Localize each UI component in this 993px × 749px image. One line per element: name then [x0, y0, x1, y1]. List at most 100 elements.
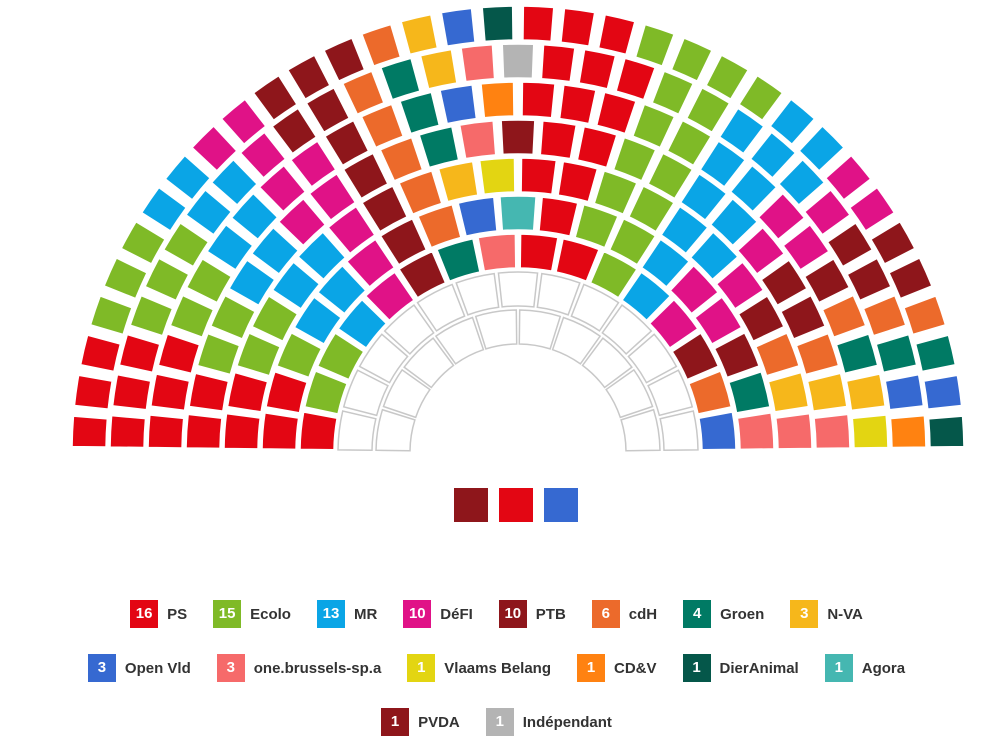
legend-seat-count: 1 — [824, 654, 853, 682]
legend-item: 1 Agora — [824, 654, 906, 682]
seat-mr — [689, 231, 739, 281]
seat-d-fi — [824, 154, 872, 201]
seat-mr — [293, 296, 343, 346]
seat-ecolo — [275, 331, 323, 379]
legend-party-name: MR — [353, 605, 378, 623]
seat-ecolo — [209, 294, 257, 340]
seat-ecolo — [738, 74, 784, 122]
legend-seat-count: 10 — [403, 600, 432, 628]
seat-empty — [337, 410, 377, 452]
seat-mr — [709, 197, 759, 247]
seat-mr — [718, 107, 765, 155]
seat-d-fi — [289, 140, 337, 188]
seat-pvda — [500, 119, 536, 156]
legend-party-name: DéFI — [440, 605, 473, 623]
seat-ptb — [846, 257, 892, 302]
legend-party-name: Agora — [861, 659, 906, 677]
legend-item: 6 cdH — [591, 600, 657, 628]
seat-ps — [118, 333, 161, 374]
legend-seat-count: 1 — [485, 708, 514, 736]
seat-dieranimal — [927, 415, 965, 448]
seat-n-va — [806, 372, 848, 412]
legend-seat-count: 15 — [213, 600, 242, 628]
seat-ptb — [887, 257, 933, 300]
seat-d-fi — [848, 186, 896, 232]
seat-ps — [522, 5, 555, 43]
seat-ptb — [779, 294, 827, 340]
seat-empty — [342, 369, 389, 417]
legend-seat-count: 1 — [381, 708, 410, 736]
seat-cd-v — [889, 414, 927, 449]
legend-party-name: PS — [167, 605, 188, 623]
seat-one-brussels-sp-a — [813, 413, 851, 450]
seat-cd-v — [480, 81, 515, 119]
legend-item: 1 DierAnimal — [682, 654, 799, 682]
seat-open-vld — [440, 7, 476, 48]
seat-ecolo — [705, 54, 750, 101]
seat-empty — [620, 408, 661, 452]
seat-empty — [581, 337, 633, 389]
seat-empty — [518, 309, 562, 350]
seat-one-brussels-sp-a — [477, 233, 517, 272]
seat-ps — [299, 411, 338, 451]
seat-groen — [727, 370, 771, 414]
seat-ptb — [252, 74, 298, 122]
seat-ecolo — [235, 332, 282, 377]
seat-ecolo — [612, 136, 657, 182]
seat-ps — [595, 91, 637, 135]
seat-ecolo — [144, 257, 190, 302]
legend-item: 15 Ecolo — [213, 600, 291, 628]
seat-ptb — [671, 332, 720, 381]
seat-ecolo — [685, 86, 731, 134]
seat-ps — [261, 412, 300, 451]
seat-empty — [647, 369, 694, 417]
seat-agora — [499, 195, 537, 232]
seat-one-brussels-sp-a — [774, 412, 813, 450]
seat-ind-pendant — [501, 43, 535, 80]
seat-empty — [659, 410, 699, 452]
seat-d-fi — [669, 264, 720, 315]
seat-d-fi — [345, 238, 396, 288]
seat-ecolo — [627, 185, 676, 233]
seat-ecolo — [196, 332, 241, 376]
seat-mr — [660, 205, 709, 255]
seat-cdh — [862, 294, 907, 337]
seat-mr — [640, 238, 691, 288]
seat-ps — [520, 157, 558, 196]
seat-ecolo — [316, 332, 365, 381]
seat-d-fi — [648, 298, 699, 349]
seat-cdh — [795, 332, 840, 376]
seat-empty — [605, 368, 654, 419]
seat-groen — [379, 57, 421, 101]
seat-mr — [769, 98, 816, 146]
seat-d-fi — [364, 271, 415, 322]
seat-ps — [223, 412, 262, 450]
seat-ps — [555, 237, 600, 283]
seat-ps — [73, 374, 114, 410]
seat-ecolo — [670, 37, 713, 83]
seat-open-vld — [457, 196, 498, 238]
seat-mr — [337, 298, 388, 349]
seat-empty — [358, 333, 409, 384]
seat-ps — [111, 373, 152, 411]
seat-ps — [597, 13, 636, 56]
legend-seat-count: 1 — [407, 654, 436, 682]
seat-ptb — [286, 54, 331, 101]
legend-party-name: PVDA — [418, 713, 460, 731]
legend-item: 10 DéFI — [403, 600, 473, 628]
seat-open-vld — [698, 411, 737, 451]
seat-ps — [147, 414, 185, 449]
seat-mr — [227, 259, 276, 307]
seat-mr — [210, 158, 259, 207]
seat-ptb — [826, 221, 874, 268]
seat-ecolo — [103, 257, 149, 300]
seat-ps — [109, 414, 147, 449]
seat-ptb — [323, 37, 366, 83]
seat-ptb — [342, 152, 389, 200]
seat-groen — [835, 333, 879, 375]
seat-d-fi — [715, 261, 765, 310]
seat-ptb — [398, 250, 447, 299]
seat-ecolo — [129, 294, 174, 337]
seat-n-va — [419, 48, 458, 90]
seat-ps — [157, 333, 201, 375]
